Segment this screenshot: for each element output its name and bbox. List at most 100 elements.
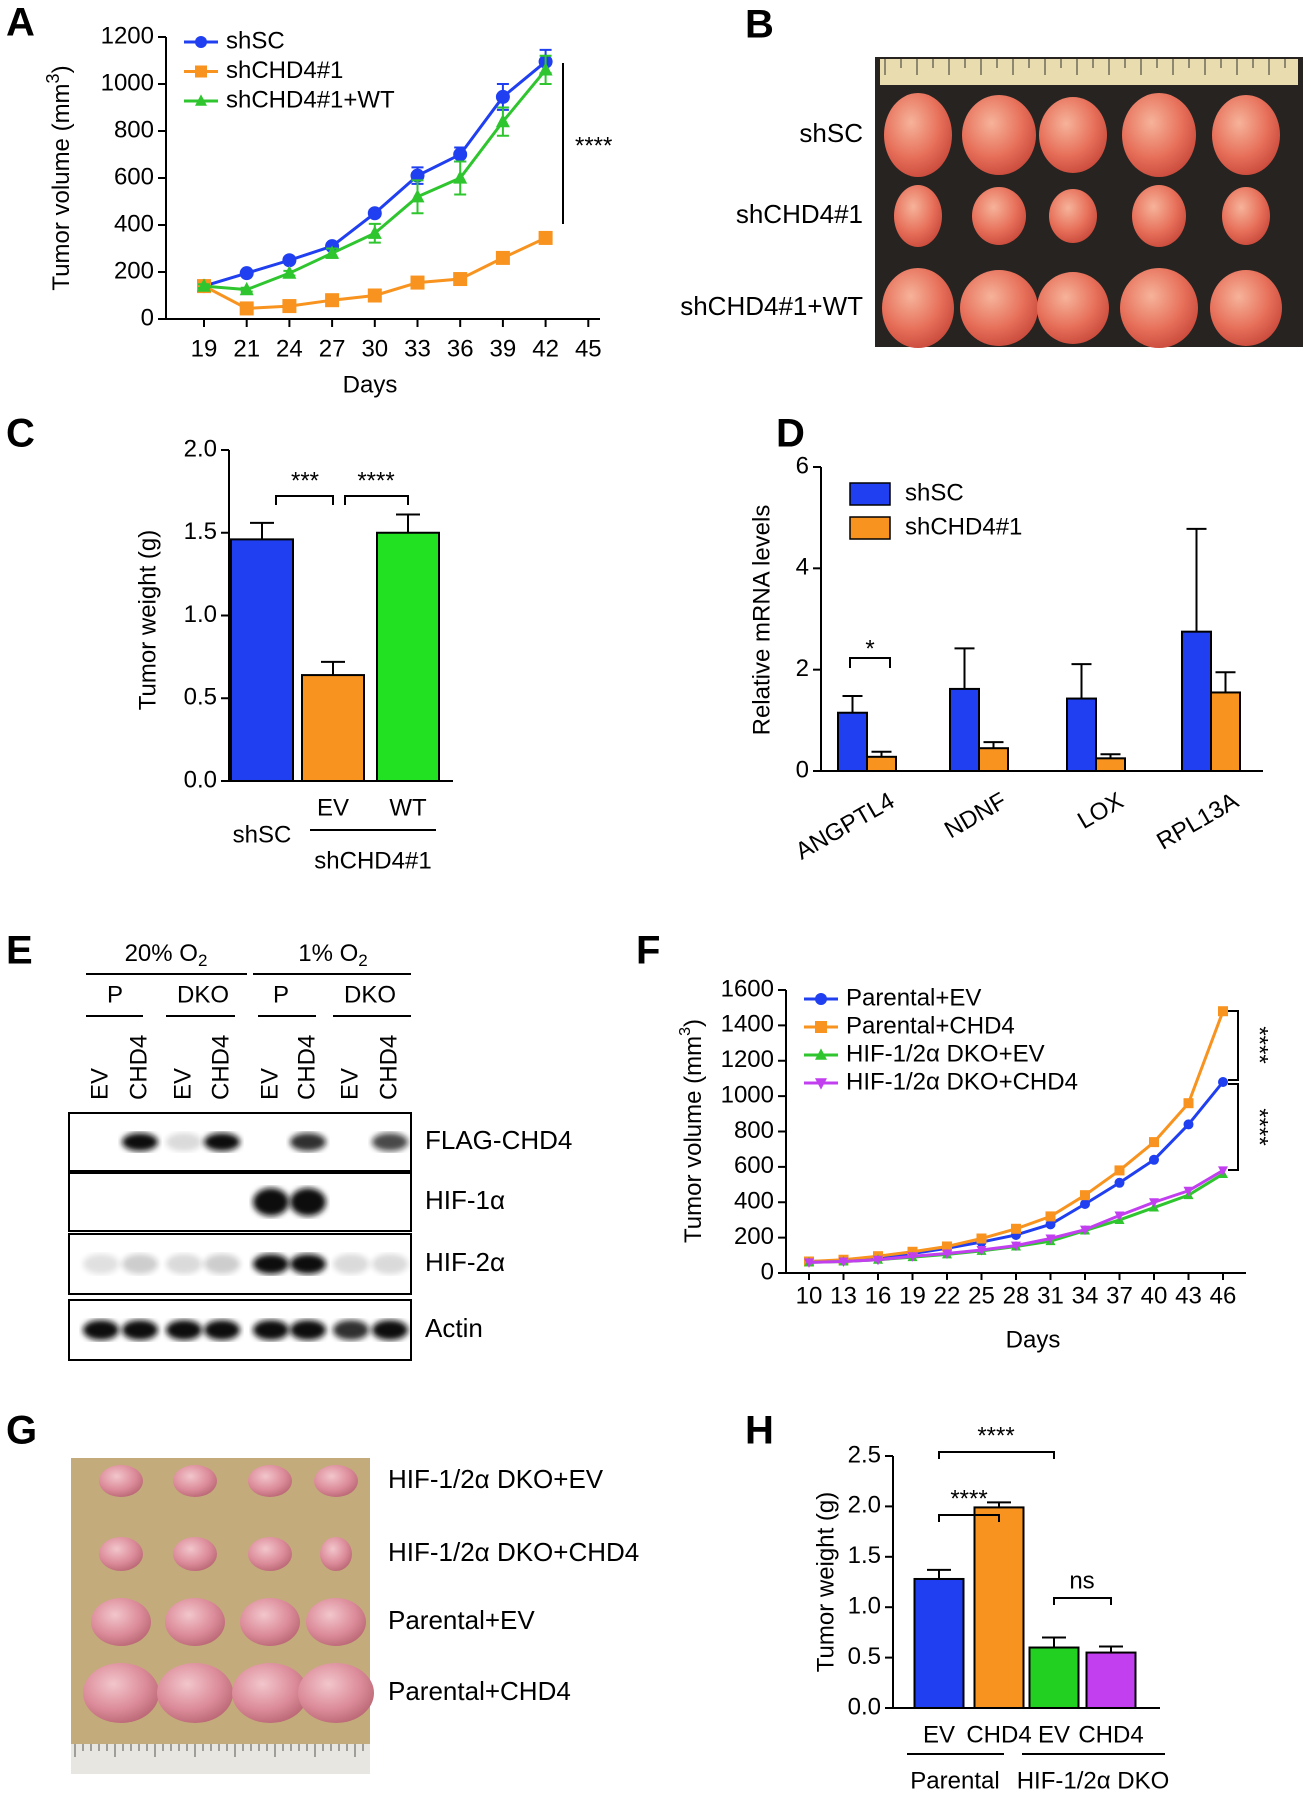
marker [1218, 1166, 1228, 1176]
y-tick-label: 4 [796, 554, 809, 581]
y-tick-label: 1.5 [184, 518, 217, 545]
marker [1183, 1119, 1194, 1130]
x-tick-label: 40 [1141, 1282, 1168, 1309]
band [290, 1254, 326, 1274]
marker [1045, 1219, 1056, 1230]
legend-label: HIF-1/2α DKO+CHD4 [846, 1068, 1078, 1095]
condition-label: 20% O2 [125, 940, 208, 970]
marker [1149, 1198, 1159, 1208]
marker [1149, 1154, 1159, 1165]
marker [942, 1241, 952, 1252]
tumor [298, 1663, 374, 1723]
y-axis-label: Relative mRNA levels [748, 505, 775, 736]
x-tick-label: NDNF [940, 787, 1011, 844]
legend-label: shCHD4#1 [226, 57, 343, 84]
x-tick-label: EV [317, 794, 349, 821]
marker [1080, 1199, 1090, 1210]
blot-row [68, 1172, 412, 1232]
row-label: shSC [799, 118, 863, 148]
y-axis-label-part: 3 [677, 1027, 694, 1036]
ruler [71, 1744, 370, 1774]
x-tick-label: 10 [796, 1282, 823, 1309]
bar [978, 747, 1009, 773]
panel-label: B [745, 3, 774, 47]
x-axis-label: Days [1006, 1326, 1061, 1353]
band [253, 1188, 289, 1216]
tumor [248, 1465, 292, 1497]
x-tick-label: CHD4 [966, 1721, 1031, 1748]
significance-bracket [1228, 1010, 1239, 1081]
y-tick-label: 0.5 [184, 684, 217, 711]
marker [1183, 1186, 1194, 1197]
x-tick-label: 42 [532, 335, 559, 362]
band [122, 1320, 158, 1340]
bar [866, 755, 897, 773]
x-tick-label: ANGPTL4 [791, 787, 899, 865]
y-tick-label: 1000 [101, 69, 154, 96]
bar [301, 674, 365, 783]
marker [1114, 1177, 1125, 1188]
tumor [165, 1598, 225, 1646]
bar [973, 1506, 1025, 1709]
error-bar [983, 741, 1004, 749]
band [290, 1188, 326, 1216]
significance-bracket [1053, 1597, 1112, 1605]
marker [453, 147, 468, 162]
bar [376, 531, 440, 782]
y-tick-label: 600 [114, 163, 154, 190]
tumor [99, 1537, 143, 1571]
x-tick-label: 22 [934, 1282, 961, 1309]
y-tick-label: 2.0 [848, 1492, 881, 1519]
marker [1218, 1076, 1228, 1087]
row-label: HIF-2α [425, 1247, 505, 1277]
tumor [962, 95, 1036, 175]
significance-label: **** [1246, 1026, 1273, 1063]
y-tick-label: 1000 [721, 1081, 774, 1108]
band [204, 1133, 240, 1151]
marker [453, 170, 468, 184]
row-label: FLAG-CHD4 [425, 1125, 572, 1155]
y-tick-label: 6 [796, 452, 809, 479]
x-tick-label: 36 [447, 335, 474, 362]
marker [1149, 1137, 1159, 1148]
lane-label: EV [169, 1068, 196, 1100]
marker [325, 245, 340, 259]
marker [942, 1249, 952, 1260]
bar [1085, 1651, 1137, 1710]
legend-swatch [849, 482, 891, 506]
marker [538, 62, 553, 76]
row-label: Actin [425, 1313, 483, 1343]
tumor [91, 1598, 151, 1646]
error-bar [1042, 1636, 1066, 1648]
band [253, 1320, 289, 1340]
marker [838, 1257, 849, 1268]
tumor [306, 1598, 366, 1646]
marker [367, 225, 382, 239]
x-tick-label: 19 [899, 1282, 926, 1309]
bar [1095, 757, 1126, 772]
x-tick-label: 46 [1210, 1282, 1237, 1309]
tumor [99, 1465, 143, 1497]
lane-label: CHD4 [375, 1035, 402, 1100]
marker [282, 299, 297, 314]
x-tick-label: 34 [1072, 1282, 1099, 1309]
marker [1080, 1190, 1090, 1201]
error-bar [1186, 527, 1207, 632]
significance-label: ns [1069, 1567, 1094, 1594]
bar [949, 687, 980, 772]
marker [367, 206, 382, 221]
marker [410, 275, 425, 290]
y-axis-label-part: Tumor volume (mm [680, 1036, 707, 1243]
x-tick-label: EV [923, 1721, 955, 1748]
y-tick-label: 0 [141, 304, 154, 331]
legend-swatch [849, 516, 891, 540]
y-tick-label: 800 [734, 1117, 774, 1144]
y-tick-label: 1600 [721, 975, 774, 1002]
lane-label: CHD4 [207, 1035, 234, 1100]
band [122, 1254, 158, 1274]
tumor [1049, 189, 1097, 243]
marker [1114, 1211, 1125, 1222]
band [372, 1133, 408, 1151]
tumor [1212, 95, 1280, 175]
